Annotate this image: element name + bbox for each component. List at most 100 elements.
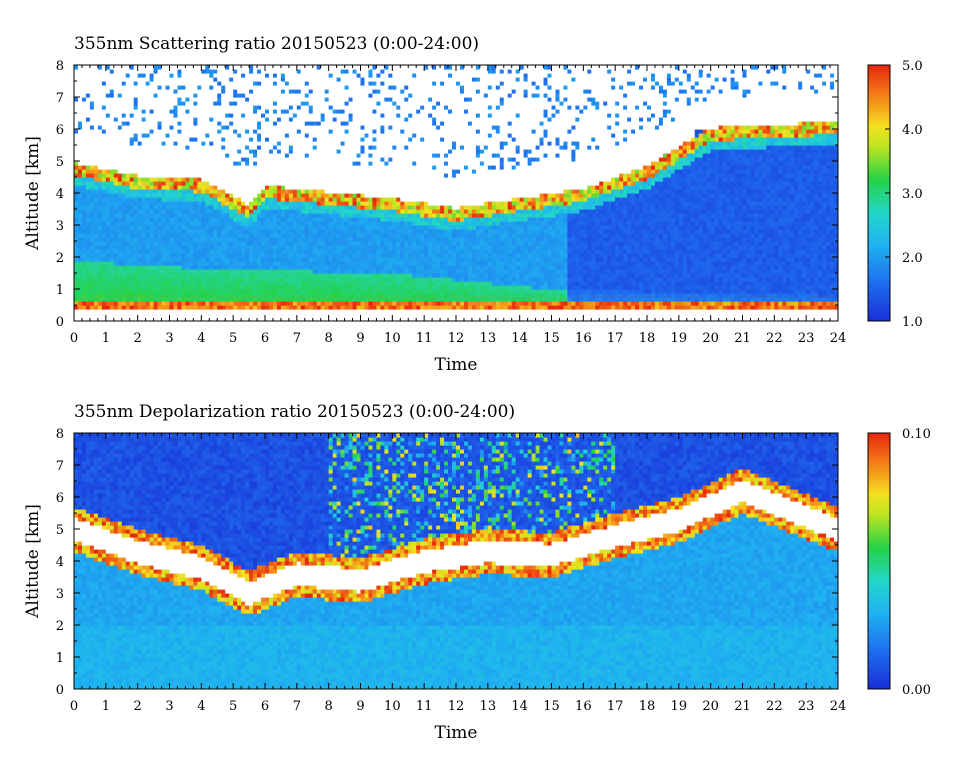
heatmap-cell bbox=[209, 81, 214, 86]
heatmap-cell bbox=[149, 277, 155, 282]
heatmap-cell bbox=[249, 121, 254, 126]
heatmap-cell bbox=[161, 217, 167, 222]
heatmap-cell bbox=[81, 93, 87, 98]
heatmap-cell bbox=[121, 189, 127, 194]
heatmap-cell bbox=[292, 169, 298, 174]
heatmap-cell bbox=[261, 89, 266, 94]
heatmap-cell bbox=[117, 201, 123, 206]
heatmap-cell bbox=[117, 257, 123, 262]
heatmap-cell bbox=[261, 113, 266, 118]
heatmap-cell bbox=[137, 241, 143, 246]
heatmap-cell bbox=[169, 301, 175, 306]
heatmap-cell bbox=[217, 245, 222, 250]
heatmap-cell bbox=[276, 173, 282, 178]
heatmap-cell bbox=[121, 317, 127, 321]
heatmap-cell bbox=[340, 89, 346, 94]
heatmap-cell bbox=[356, 145, 362, 150]
heatmap-cell bbox=[141, 261, 147, 266]
heatmap-cell bbox=[340, 193, 346, 198]
heatmap-cell bbox=[209, 105, 214, 110]
heatmap-cell bbox=[237, 313, 242, 318]
heatmap-cell bbox=[304, 153, 310, 158]
heatmap-cell bbox=[380, 133, 385, 138]
heatmap-cell bbox=[360, 121, 366, 126]
heatmap-cell bbox=[181, 125, 187, 130]
heatmap-cell bbox=[245, 309, 250, 314]
heatmap-cell bbox=[74, 209, 79, 214]
heatmap-cell bbox=[77, 109, 83, 114]
heatmap-cell bbox=[360, 189, 366, 194]
heatmap-cell bbox=[249, 141, 254, 146]
heatmap-cell bbox=[89, 69, 95, 74]
heatmap-cell bbox=[288, 125, 294, 130]
heatmap-cell bbox=[288, 109, 294, 114]
heatmap-cell bbox=[113, 229, 119, 234]
heatmap-cell bbox=[364, 133, 370, 138]
heatmap-cell bbox=[300, 169, 306, 174]
heatmap-cell bbox=[225, 137, 230, 142]
heatmap-cell bbox=[225, 169, 230, 174]
heatmap-cell bbox=[221, 213, 226, 218]
heatmap-cell bbox=[89, 173, 95, 178]
heatmap-cell bbox=[233, 193, 238, 198]
heatmap-cell bbox=[221, 217, 226, 222]
heatmap-cell bbox=[233, 177, 238, 182]
heatmap-cell bbox=[245, 89, 250, 94]
heatmap-cell bbox=[316, 113, 322, 118]
heatmap-cell bbox=[348, 253, 354, 258]
heatmap-cell bbox=[193, 113, 198, 118]
heatmap-cell bbox=[85, 89, 91, 94]
heatmap-cell bbox=[217, 149, 222, 154]
heatmap-cell bbox=[201, 285, 206, 290]
heatmap-cell bbox=[105, 221, 111, 226]
heatmap-cell bbox=[316, 145, 322, 150]
heatmap-cell bbox=[205, 193, 210, 198]
heatmap-cell bbox=[352, 97, 358, 102]
heatmap-cell bbox=[241, 149, 246, 154]
heatmap-cell bbox=[209, 169, 214, 174]
heatmap-cell bbox=[197, 293, 202, 298]
heatmap-cell bbox=[356, 289, 362, 294]
heatmap-cell bbox=[169, 253, 175, 258]
heatmap-cell bbox=[312, 81, 318, 86]
heatmap-cell bbox=[145, 169, 151, 174]
heatmap-cell bbox=[193, 185, 198, 190]
heatmap-cell bbox=[201, 105, 206, 110]
heatmap-cell bbox=[121, 125, 127, 130]
heatmap-cell bbox=[268, 285, 274, 290]
heatmap-cell bbox=[189, 209, 194, 214]
heatmap-cell bbox=[336, 249, 342, 254]
heatmap-cell bbox=[380, 253, 385, 258]
heatmap-cell bbox=[280, 185, 286, 190]
heatmap-cell bbox=[193, 181, 198, 186]
heatmap-cell bbox=[137, 145, 143, 150]
heatmap-cell bbox=[360, 93, 366, 98]
heatmap-cell bbox=[213, 113, 218, 118]
heatmap-cell bbox=[217, 265, 222, 270]
heatmap-cell bbox=[336, 161, 342, 166]
heatmap-cell bbox=[125, 137, 131, 142]
heatmap-cell bbox=[113, 317, 119, 321]
heatmap-cell bbox=[253, 273, 258, 278]
heatmap-cell bbox=[205, 297, 210, 302]
heatmap-cell bbox=[121, 309, 127, 314]
heatmap-cell bbox=[292, 229, 298, 234]
heatmap-cell bbox=[165, 229, 171, 234]
heatmap-cell bbox=[113, 309, 119, 314]
heatmap-cell bbox=[312, 265, 318, 270]
heatmap-cell bbox=[320, 237, 326, 242]
heatmap-cell bbox=[340, 125, 346, 130]
heatmap-cell bbox=[364, 297, 370, 302]
heatmap-cell bbox=[81, 113, 87, 118]
heatmap-cell bbox=[368, 209, 374, 214]
heatmap-cell bbox=[296, 105, 302, 110]
heatmap-cell bbox=[276, 245, 282, 250]
heatmap-cell bbox=[324, 197, 330, 202]
heatmap-cell bbox=[101, 293, 107, 298]
heatmap-cell bbox=[288, 257, 294, 262]
heatmap-cell bbox=[300, 313, 306, 318]
heatmap-cell bbox=[372, 297, 378, 302]
heatmap-cell bbox=[284, 269, 290, 274]
heatmap-cell bbox=[360, 141, 366, 146]
heatmap-cell bbox=[153, 121, 159, 126]
